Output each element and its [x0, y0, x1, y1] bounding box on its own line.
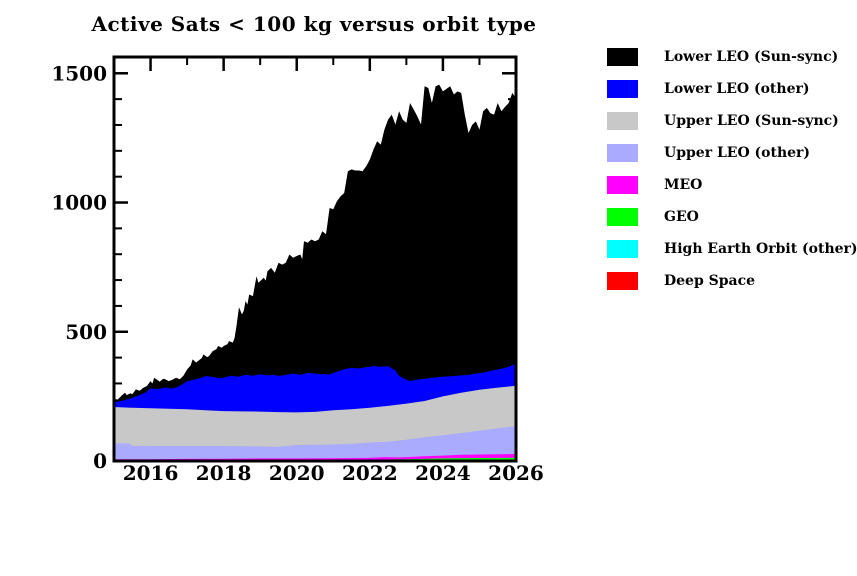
legend-label: Lower LEO (other) — [664, 81, 810, 97]
y-tick-label: 1000 — [51, 191, 107, 215]
y-tick-label: 500 — [65, 320, 107, 344]
y-tick-label: 0 — [93, 449, 107, 473]
legend-row: Upper LEO (Sun-sync) — [607, 112, 857, 130]
legend-label: Upper LEO (other) — [664, 145, 811, 161]
legend-swatch — [607, 112, 638, 130]
area-lower-leo-sun-sync — [114, 84, 516, 461]
x-tick-label: 2016 — [123, 461, 179, 485]
legend-label: MEO — [664, 177, 703, 193]
x-tick-label: 2018 — [196, 461, 252, 485]
x-tick-label: 2020 — [269, 461, 325, 485]
legend-swatch — [607, 48, 638, 66]
legend-swatch — [607, 272, 638, 290]
legend: Lower LEO (Sun-sync) Lower LEO (other) Upp… — [607, 48, 857, 304]
legend-row: Upper LEO (other) — [607, 144, 857, 162]
plot-frame — [112, 55, 518, 463]
x-tick-label: 2026 — [488, 461, 544, 485]
legend-row: GEO — [607, 208, 857, 226]
legend-swatch — [607, 240, 638, 258]
legend-label: Deep Space — [664, 273, 756, 289]
legend-swatch — [607, 80, 638, 98]
legend-row: Lower LEO (other) — [607, 80, 857, 98]
x-tick-label: 2024 — [415, 461, 471, 485]
legend-label: Lower LEO (Sun-sync) — [664, 49, 839, 65]
chart-title: Active Sats < 100 kg versus orbit type — [91, 12, 537, 36]
legend-label: Upper LEO (Sun-sync) — [664, 113, 839, 129]
area-upper-leo-other — [114, 426, 516, 461]
legend-label: GEO — [664, 209, 699, 225]
legend-row: Lower LEO (Sun-sync) — [607, 48, 857, 66]
legend-row: MEO — [607, 176, 857, 194]
legend-swatch — [607, 176, 638, 194]
legend-swatch — [607, 144, 638, 162]
legend-row: Deep Space — [607, 272, 857, 290]
y-tick-label: 1500 — [51, 61, 107, 85]
legend-row: High Earth Orbit (other) — [607, 240, 857, 258]
legend-label: High Earth Orbit (other) — [664, 241, 857, 257]
legend-swatch — [607, 208, 638, 226]
x-tick-label: 2022 — [342, 461, 398, 485]
